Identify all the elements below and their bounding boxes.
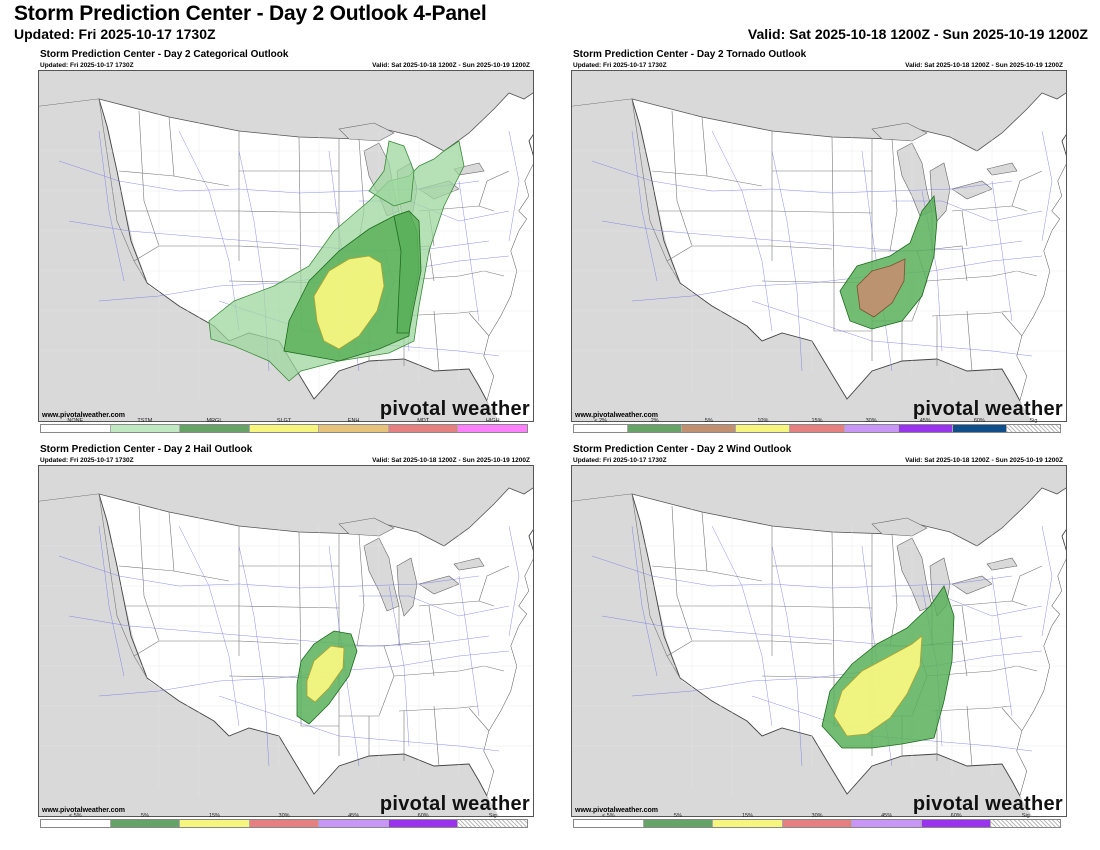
legend-seg: 30% (249, 813, 320, 827)
panel-title: Storm Prediction Center - Day 2 Categori… (40, 49, 289, 60)
legend-label: TSTM (137, 418, 153, 424)
legend-seg: ENH (319, 418, 389, 432)
legend-seg: SLGT (249, 418, 320, 432)
legend-seg: 45% (319, 813, 389, 827)
legend-seg: 60% (921, 813, 992, 827)
legend-seg: MRGL (180, 418, 250, 432)
brand-logo: pivotal weather (379, 398, 530, 420)
legend-label: Sig (1021, 813, 1030, 819)
legend-label: 15% (811, 418, 823, 424)
brand-logo: pivotal weather (379, 793, 530, 815)
legend-seg: 60% (388, 813, 459, 827)
page-title: Storm Prediction Center - Day 2 Outlook … (14, 2, 487, 25)
legend-seg: 5% (110, 813, 181, 827)
panel-updated: Updated: Fri 2025-10-17 1730Z (573, 457, 667, 464)
outlook-map: www.pivotalweather.com pivotal weather (571, 70, 1067, 422)
panel-title: Storm Prediction Center - Day 2 Wind Out… (573, 444, 792, 455)
legend-seg: HIGH (458, 418, 528, 432)
legend-label: MDT (417, 418, 430, 424)
categorical-panel: Storm Prediction Center - Day 2 Categori… (38, 49, 534, 433)
panel-updated: Updated: Fri 2025-10-17 1730Z (40, 62, 134, 69)
legend-seg: 2% (628, 418, 683, 432)
brand-logo: pivotal weather (912, 793, 1063, 815)
wind-panel: Storm Prediction Center - Day 2 Wind Out… (571, 444, 1067, 828)
panel-valid: Valid: Sat 2025-10-18 1200Z - Sun 2025-1… (905, 62, 1063, 69)
legend-seg: MDT (388, 418, 459, 432)
legend: < 2% 2% 5% 10% 15% 30% 45% 60% Sig (573, 418, 1061, 433)
legend-label: 45% (881, 813, 893, 819)
legend-seg: 15% (790, 418, 845, 432)
legend-label: 5% (140, 813, 149, 819)
legend-label: 5% (704, 418, 713, 424)
legend: NONE TSTM MRGL SLGT ENH MDT HIGH (40, 418, 528, 433)
outlook-map: www.pivotalweather.com pivotal weather (38, 70, 534, 422)
legend-seg: < 2% (574, 418, 629, 432)
legend-label: 15% (208, 813, 220, 819)
legend-seg: 15% (180, 813, 250, 827)
legend-label: 2% (650, 418, 659, 424)
legend-label: HIGH (485, 418, 500, 424)
legend-seg: 30% (782, 813, 853, 827)
legend-label: 30% (865, 418, 877, 424)
legend-seg: < 5% (41, 813, 111, 827)
legend-label: 15% (741, 813, 753, 819)
legend-seg: TSTM (110, 418, 181, 432)
valid-time: Valid: Sat 2025-10-18 1200Z - Sun 2025-1… (747, 26, 1088, 42)
legend-seg: 5% (682, 418, 737, 432)
legend-seg: < 5% (574, 813, 644, 827)
legend-label: SLGT (276, 418, 292, 424)
hail-panel: Storm Prediction Center - Day 2 Hail Out… (38, 444, 534, 828)
brand-logo: pivotal weather (912, 398, 1063, 420)
legend-seg: Sig (458, 813, 528, 827)
legend-label: 60% (973, 418, 985, 424)
panel-valid: Valid: Sat 2025-10-18 1200Z - Sun 2025-1… (372, 457, 530, 464)
legend-seg: 10% (736, 418, 791, 432)
legend-label: < 2% (594, 418, 607, 424)
legend-label: 45% (348, 813, 360, 819)
panel-updated: Updated: Fri 2025-10-17 1730Z (40, 457, 134, 464)
legend-seg: 45% (898, 418, 953, 432)
site-url: www.pivotalweather.com (575, 807, 658, 814)
legend-seg: 30% (844, 418, 899, 432)
legend-label: 45% (919, 418, 931, 424)
legend-seg: 45% (852, 813, 922, 827)
updated-time: Updated: Fri 2025-10-17 1730Z (14, 26, 216, 42)
legend-seg: Sig (1006, 418, 1060, 432)
legend: < 5% 5% 15% 30% 45% 60% Sig (573, 813, 1061, 828)
panel-title: Storm Prediction Center - Day 2 Tornado … (573, 49, 807, 60)
panel-title: Storm Prediction Center - Day 2 Hail Out… (40, 444, 253, 455)
legend-label: 5% (673, 813, 682, 819)
legend-seg: Sig (991, 813, 1061, 827)
outlook-map: www.pivotalweather.com pivotal weather (38, 465, 534, 817)
site-url: www.pivotalweather.com (42, 807, 125, 814)
legend-label: Sig (488, 813, 497, 819)
legend-label: 10% (757, 418, 769, 424)
legend-seg: 15% (713, 813, 783, 827)
legend-seg: 5% (643, 813, 714, 827)
legend-label: MRGL (206, 418, 223, 424)
legend-label: 60% (417, 813, 429, 819)
legend-label: 30% (811, 813, 823, 819)
tornado-panel: Storm Prediction Center - Day 2 Tornado … (571, 49, 1067, 433)
legend-label: 60% (950, 813, 962, 819)
legend-label: < 5% (68, 813, 82, 819)
legend-label: NONE (67, 418, 84, 424)
outlook-map: www.pivotalweather.com pivotal weather (571, 465, 1067, 817)
legend-seg: 60% (952, 418, 1007, 432)
site-url: www.pivotalweather.com (42, 412, 125, 419)
legend-seg: NONE (41, 418, 111, 432)
legend: < 5% 5% 15% 30% 45% 60% Sig (40, 813, 528, 828)
legend-label: Sig (1029, 418, 1038, 424)
site-url: www.pivotalweather.com (575, 412, 658, 419)
legend-label: ENH (347, 418, 360, 424)
panel-valid: Valid: Sat 2025-10-18 1200Z - Sun 2025-1… (905, 457, 1063, 464)
panel-valid: Valid: Sat 2025-10-18 1200Z - Sun 2025-1… (372, 62, 530, 69)
panel-updated: Updated: Fri 2025-10-17 1730Z (573, 62, 667, 69)
legend-label: 30% (278, 813, 290, 819)
legend-label: < 5% (601, 813, 615, 819)
